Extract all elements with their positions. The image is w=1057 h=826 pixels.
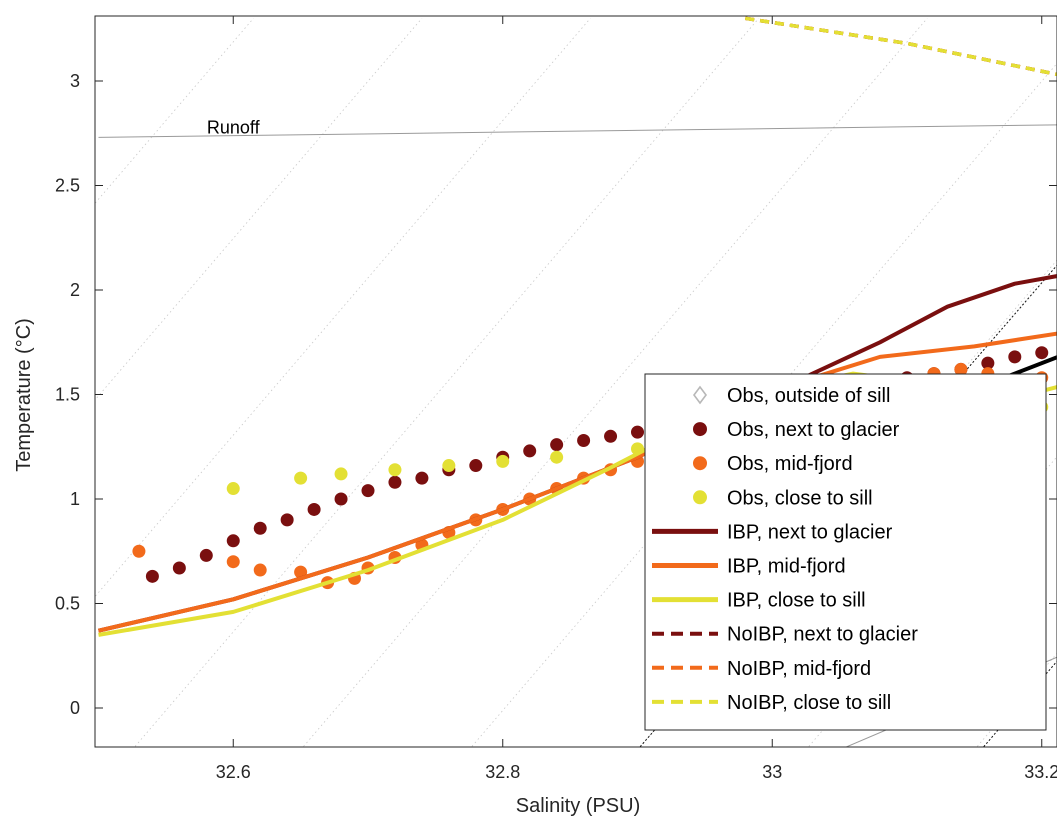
obs-point [132,544,146,558]
obs-point [469,459,483,473]
x-axis-label: Salinity (PSU) [516,795,640,817]
legend-entry: NoIBP, close to sill [652,692,891,714]
y-tick-label: 2 [70,280,80,300]
legend-diamond-marker [693,385,707,405]
x-tick-label: 32.6 [216,762,251,782]
obs-point [442,459,456,473]
obs-point [981,356,995,370]
obs-point [361,484,375,498]
obs-point [388,463,402,477]
obs-point [334,492,348,506]
background-isopycnal [95,18,591,598]
y-axis-label: Temperature (°C) [13,318,35,472]
obs-point [1008,350,1022,364]
x-tick-label: 33.2 [1024,762,1057,782]
y-tick-label: 3 [70,71,80,91]
obs-point [550,450,564,464]
y-tick-label: 0 [70,698,80,718]
obs-point [253,521,267,535]
legend-label: Obs, close to sill [727,487,873,509]
obs-point [523,444,537,458]
noibp-line [745,16,1057,77]
y-tick-label: 0.5 [55,594,80,614]
series-7 [745,16,1057,77]
legend-entry: IBP, close to sill [652,590,866,612]
obs-point [631,425,644,439]
obs-point [307,502,321,516]
noibp-line [745,16,1057,77]
background-isopycnal [302,18,928,747]
legend-entry: Obs, mid-fjord [693,453,853,475]
x-tick-label: 33 [762,762,782,782]
mixing-line-runoff [98,124,1057,138]
obs-point [415,471,429,485]
y-tick-label: 2.5 [55,176,80,196]
legend-box [644,373,1047,731]
obs-point [226,482,240,496]
legend-entry: IBP, mid-fjord [652,556,846,578]
plot-frame [94,15,1057,748]
legend-entry: Obs, next to glacier [693,419,900,441]
obs-point [253,563,267,577]
noibp-line [745,16,1057,77]
legend-label: IBP, next to glacier [727,521,893,543]
obs-point [294,471,308,485]
obs-point [496,454,510,468]
y-tick-label: 1 [70,489,80,509]
obs-point [577,433,591,447]
legend-label: NoIBP, close to sill [727,692,891,714]
legend-circle-marker [693,422,707,437]
legend-label: NoIBP, next to glacier [727,624,918,646]
obs-point [226,534,240,548]
legend-entry: NoIBP, next to glacier [652,624,918,646]
legend-entry: Obs, close to sill [693,487,873,509]
background-isopycnal [95,18,423,401]
legend-label: Obs, outside of sill [727,385,890,407]
legend-label: Obs, next to glacier [727,419,900,441]
x-tick-label: 32.8 [485,762,520,782]
legend-label: IBP, close to sill [727,590,866,612]
obs-point [388,475,402,489]
obs-point [199,548,213,562]
obs-point [145,569,159,583]
legend-entry: IBP, next to glacier [652,521,893,543]
legend-entry: NoIBP, mid-fjord [652,658,871,680]
series-8 [745,16,1057,77]
obs-point [604,429,618,443]
series-9 [745,16,1057,77]
legend-label: Obs, mid-fjord [727,453,853,475]
obs-point [1035,346,1049,360]
legend-entry: Obs, outside of sill [693,385,890,407]
legend-circle-marker [693,490,707,505]
obs-point [226,555,240,569]
obs-point [280,513,294,527]
annotation-runoff: Runoff [207,117,261,137]
legend-circle-marker [693,456,707,471]
legend-label: NoIBP, mid-fjord [727,658,871,680]
obs-point [550,438,564,452]
legend-label: IBP, mid-fjord [727,556,846,578]
obs-point [954,362,968,376]
background-isopycnal [134,18,760,747]
obs-point [334,467,348,481]
obs-point [172,561,186,575]
y-tick-label: 1.5 [55,385,80,405]
